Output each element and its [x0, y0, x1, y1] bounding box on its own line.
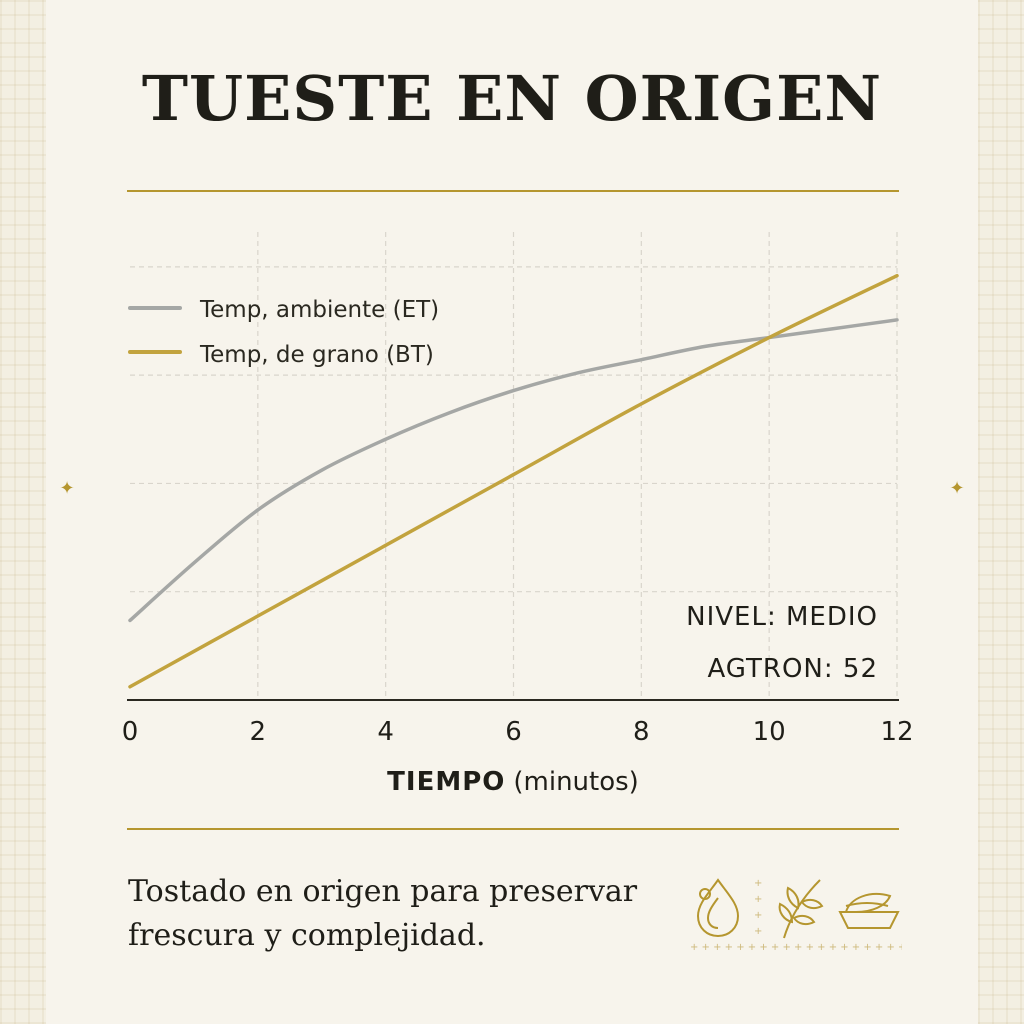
legend-label-et: Temp, ambiente (ET) [199, 297, 439, 323]
x-tick-label: 6 [505, 717, 522, 747]
divider-bottom [127, 828, 899, 830]
x-tick-label: 4 [377, 717, 394, 747]
x-tick-label: 10 [753, 717, 786, 747]
series-line-bt [128, 273, 899, 689]
decorative-border-left [0, 0, 46, 1024]
tagline: Tostado en origen para preservar frescur… [128, 870, 668, 958]
x-axis-label: TIEMPO (minutos) [387, 767, 639, 797]
x-tick-label: 2 [250, 717, 267, 747]
x-tick-labels: 0 2 4 6 8 10 12 [122, 717, 914, 747]
dot-grid-decoration: + + + + + + + + + + + + + + + + + + + + … [690, 878, 902, 952]
svg-text:+: + [754, 926, 762, 937]
chart-series [128, 273, 899, 689]
agtron-annotation: AGTRON: 52 [707, 654, 878, 684]
sparkle-icon: ✦ [59, 478, 75, 499]
chart-legend: Temp, ambiente (ET) Temp, de grano (BT) [128, 297, 439, 368]
svg-text:+: + [754, 910, 762, 921]
svg-text:+: + [754, 894, 762, 905]
divider-top [127, 190, 899, 192]
decorative-border-right [978, 0, 1024, 1024]
x-tick-label: 0 [122, 717, 139, 747]
drop-icon [696, 878, 740, 938]
legend-label-bt: Temp, de grano (BT) [199, 342, 434, 368]
x-tick-label: 8 [633, 717, 650, 747]
leaf-branch-icon [778, 879, 824, 939]
sparkle-icon: ✦ [949, 478, 965, 499]
svg-text:+ + + + + + + + + + + + + + +: + + + + + + + + + + + + + + + + + + + + … [690, 942, 902, 952]
tagline-line-1: Tostado en origen para preservar [128, 874, 638, 909]
x-axis-label-unit: (minutos) [513, 767, 638, 797]
roast-level-annotation: NIVEL: MEDIO [686, 602, 878, 632]
bowl-icon [838, 893, 900, 929]
page-title: TUESTE EN ORIGEN [141, 62, 883, 135]
tagline-line-2: frescura y complejidad. [128, 918, 486, 953]
chart-grid [130, 232, 898, 700]
flavor-icons: + + + + + + + + + + + + + + + + + + + + … [690, 878, 902, 952]
x-tick-label: 12 [880, 717, 913, 747]
x-axis-label-bold: TIEMPO [387, 767, 505, 797]
svg-text:+: + [754, 878, 762, 889]
